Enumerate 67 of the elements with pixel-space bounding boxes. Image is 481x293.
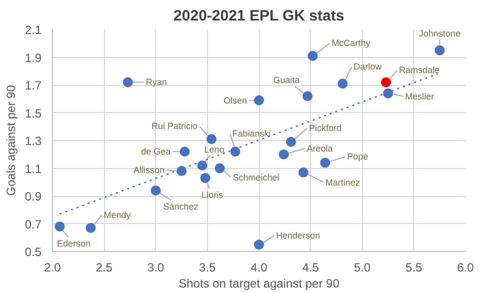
point <box>320 158 330 168</box>
series-label: Ederson <box>56 238 90 249</box>
series-label: Allisson <box>134 165 165 176</box>
point <box>298 167 308 178</box>
x-tick-label: 5.5 <box>406 260 423 274</box>
x-tick-label: 5.0 <box>354 260 371 274</box>
y-tick-label: 1.9 <box>24 50 42 65</box>
point <box>308 50 318 61</box>
series-label: Ramsdale <box>398 65 440 76</box>
x-tick-label: 4.5 <box>302 260 320 274</box>
y-tick-label: 2.1 <box>24 23 42 37</box>
x-tick-label: 3.5 <box>199 260 216 274</box>
y-tick-label: 1.5 <box>24 106 42 120</box>
series-label: Guaita <box>273 75 300 86</box>
x-tick-label: 6.0 <box>457 260 474 274</box>
chart-title: 2020-2021 EPL GK stats <box>174 8 344 24</box>
point <box>286 136 296 147</box>
x-axis-title: Shots on target against per 90 <box>178 276 340 290</box>
series-label: Leno <box>204 144 224 154</box>
series-label: Henderson <box>276 230 320 241</box>
point <box>434 45 445 56</box>
point <box>206 134 217 144</box>
point <box>122 77 133 88</box>
point <box>302 91 313 102</box>
point <box>254 240 264 250</box>
x-tick-label: 2.0 <box>44 260 62 274</box>
series-label: Johnstone <box>418 28 460 38</box>
point <box>200 172 210 183</box>
point <box>380 77 391 88</box>
point <box>197 160 208 170</box>
point <box>176 166 187 176</box>
series-label: Lloris <box>202 190 224 200</box>
y-tick-label: 0.9 <box>24 190 42 204</box>
y-tick-label: 0.5 <box>24 245 42 259</box>
point <box>150 185 161 196</box>
series-label: Schmeichel <box>232 172 280 182</box>
point <box>383 88 394 98</box>
x-tick-label: 4.0 <box>250 260 268 274</box>
x-tick-label: 2.5 <box>96 260 113 274</box>
series-label: Darlow <box>354 62 382 72</box>
series-label: Rui Patricio <box>151 121 198 132</box>
series-label: Ryan <box>146 77 167 88</box>
point <box>180 146 190 157</box>
series-label: Olsen <box>223 95 248 106</box>
point <box>54 222 65 232</box>
y-tick-label: 0.7 <box>24 217 42 232</box>
point <box>86 222 96 233</box>
point <box>214 163 225 174</box>
y-tick-label: 1.3 <box>24 134 42 148</box>
point <box>278 149 289 160</box>
series-label: Mendy <box>104 210 132 220</box>
series-label: McCarthy <box>332 38 371 48</box>
point <box>230 146 240 157</box>
y-tick-label: 1.7 <box>24 78 42 92</box>
y-tick-label: 1.1 <box>24 162 42 176</box>
series-label: Fabianski <box>232 128 271 139</box>
point <box>338 78 348 89</box>
x-tick-label: 3.0 <box>147 260 164 274</box>
series-label: de Gea <box>141 146 171 157</box>
text: Areola <box>306 143 333 154</box>
point <box>254 95 264 106</box>
series-label: Sánchez <box>163 201 199 212</box>
text: Martinez <box>325 177 360 188</box>
y-axis-title: Goals against per 90 <box>4 84 18 196</box>
series-label: Pickford <box>309 122 342 133</box>
series-label: Meslier <box>405 91 434 102</box>
series-label: Pope <box>347 152 368 162</box>
